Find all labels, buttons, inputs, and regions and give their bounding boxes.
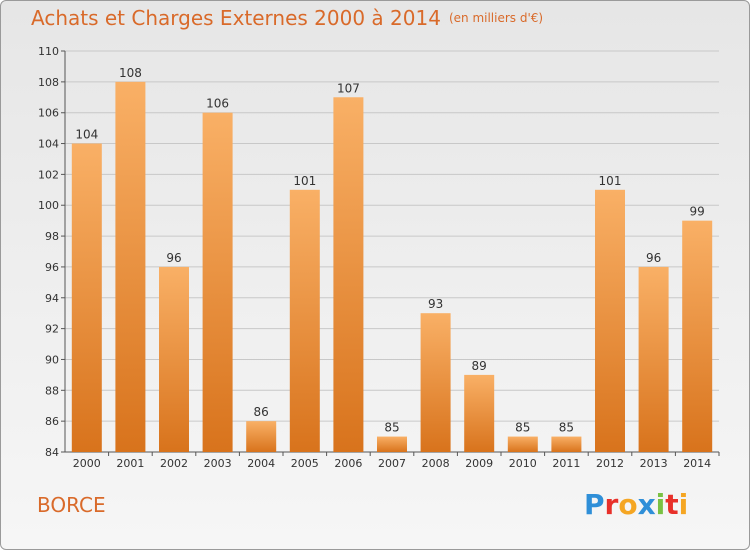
place-name: BORCE [37, 493, 106, 517]
y-tick-label: 86 [45, 415, 59, 428]
y-tick-label: 104 [38, 138, 59, 151]
logo-letter: t [665, 488, 679, 521]
data-label: 99 [690, 205, 705, 219]
data-label: 85 [384, 421, 399, 435]
x-tick-label: 2008 [422, 457, 450, 470]
bar [551, 436, 582, 452]
y-tick-label: 88 [45, 384, 59, 397]
y-tick-label: 92 [45, 323, 59, 336]
data-label: 93 [428, 297, 443, 311]
data-label: 108 [119, 66, 142, 80]
bar [71, 143, 102, 453]
data-label: 101 [599, 174, 622, 188]
y-tick-label: 110 [38, 45, 59, 58]
logo-letter: P [584, 488, 605, 521]
data-label: 101 [293, 174, 316, 188]
x-tick-label: 2005 [291, 457, 319, 470]
y-tick-label: 96 [45, 261, 59, 274]
data-label: 85 [515, 421, 530, 435]
y-tick-label: 106 [38, 107, 59, 120]
bar [638, 266, 669, 452]
x-tick-label: 2013 [640, 457, 668, 470]
y-tick-label: 84 [45, 446, 59, 459]
data-label: 85 [559, 421, 574, 435]
bar [420, 313, 451, 452]
data-label: 86 [254, 405, 269, 419]
data-label: 107 [337, 81, 360, 95]
logo-letter: i [678, 488, 689, 521]
y-tick-label: 94 [45, 292, 59, 305]
data-label: 96 [646, 251, 661, 265]
x-tick-label: 2003 [204, 457, 232, 470]
x-tick-label: 2009 [465, 457, 493, 470]
proxiti-logo: Proxiti [584, 488, 688, 521]
y-tick-label: 90 [45, 353, 59, 366]
x-tick-label: 2001 [116, 457, 144, 470]
logo-letter: o [618, 488, 638, 521]
bar [377, 436, 407, 452]
data-label: 104 [75, 128, 98, 142]
chart-title-text: Achats et Charges Externes 2000 à 2014 [31, 6, 441, 30]
bar [115, 81, 146, 452]
x-tick-label: 2006 [334, 457, 362, 470]
x-tick-label: 2011 [552, 457, 580, 470]
logo-letter: i [655, 488, 666, 521]
bar [289, 189, 320, 453]
bar [202, 112, 233, 452]
logo-letter: r [604, 488, 619, 521]
chart-subtitle: (en milliers d'€) [448, 11, 544, 25]
x-tick-label: 2010 [509, 457, 537, 470]
bar [507, 436, 538, 452]
data-label: 89 [472, 359, 487, 373]
bar [159, 266, 189, 452]
x-tick-label: 2002 [160, 457, 188, 470]
x-tick-label: 2012 [596, 457, 624, 470]
bar [246, 421, 277, 452]
bar [333, 97, 364, 453]
chart-title: Achats et Charges Externes 2000 à 2014 (e… [31, 6, 543, 30]
data-label: 96 [166, 251, 181, 265]
y-tick-label: 98 [45, 230, 59, 243]
y-tick-label: 102 [38, 168, 59, 181]
y-tick-label: 108 [38, 76, 59, 89]
x-tick-label: 2000 [73, 457, 101, 470]
bar [595, 189, 625, 453]
x-tick-label: 2004 [247, 457, 275, 470]
x-tick-label: 2014 [683, 457, 711, 470]
data-label: 106 [206, 97, 229, 111]
y-tick-label: 100 [38, 199, 59, 212]
x-tick-label: 2007 [378, 457, 406, 470]
bar [682, 220, 713, 452]
logo-letter: x [637, 488, 656, 521]
bar [464, 374, 495, 452]
